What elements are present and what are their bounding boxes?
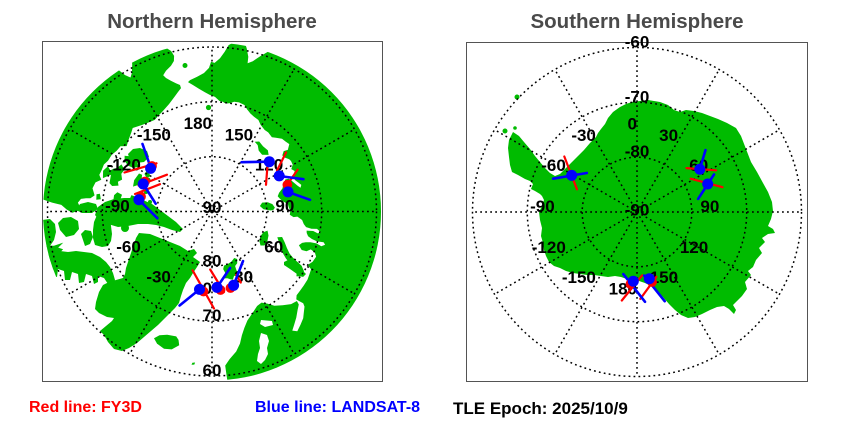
- svg-text:120: 120: [680, 238, 708, 257]
- svg-text:0: 0: [203, 279, 212, 298]
- svg-text:180: 180: [184, 114, 212, 133]
- svg-text:80: 80: [203, 251, 222, 270]
- svg-text:0: 0: [628, 115, 637, 134]
- svg-text:-150: -150: [137, 125, 171, 144]
- svg-text:-90: -90: [625, 201, 650, 220]
- svg-text:30: 30: [659, 126, 678, 145]
- svg-text:60: 60: [264, 238, 283, 257]
- svg-text:-90: -90: [530, 197, 555, 216]
- svg-text:-80: -80: [625, 142, 650, 161]
- svg-text:-60: -60: [541, 156, 566, 175]
- svg-text:70: 70: [203, 306, 222, 325]
- svg-text:-150: -150: [562, 268, 596, 287]
- svg-text:-120: -120: [107, 155, 141, 174]
- svg-text:-90: -90: [105, 197, 130, 216]
- svg-text:90: 90: [700, 197, 719, 216]
- svg-text:90: 90: [275, 197, 294, 216]
- svg-text:90: 90: [203, 198, 222, 217]
- svg-text:-120: -120: [532, 238, 566, 257]
- svg-text:-60: -60: [116, 238, 141, 257]
- svg-text:-30: -30: [146, 268, 171, 287]
- svg-text:-60: -60: [625, 33, 650, 52]
- svg-text:-30: -30: [571, 126, 596, 145]
- svg-text:60: 60: [203, 361, 222, 380]
- svg-text:150: 150: [225, 125, 253, 144]
- svg-text:-70: -70: [625, 87, 650, 106]
